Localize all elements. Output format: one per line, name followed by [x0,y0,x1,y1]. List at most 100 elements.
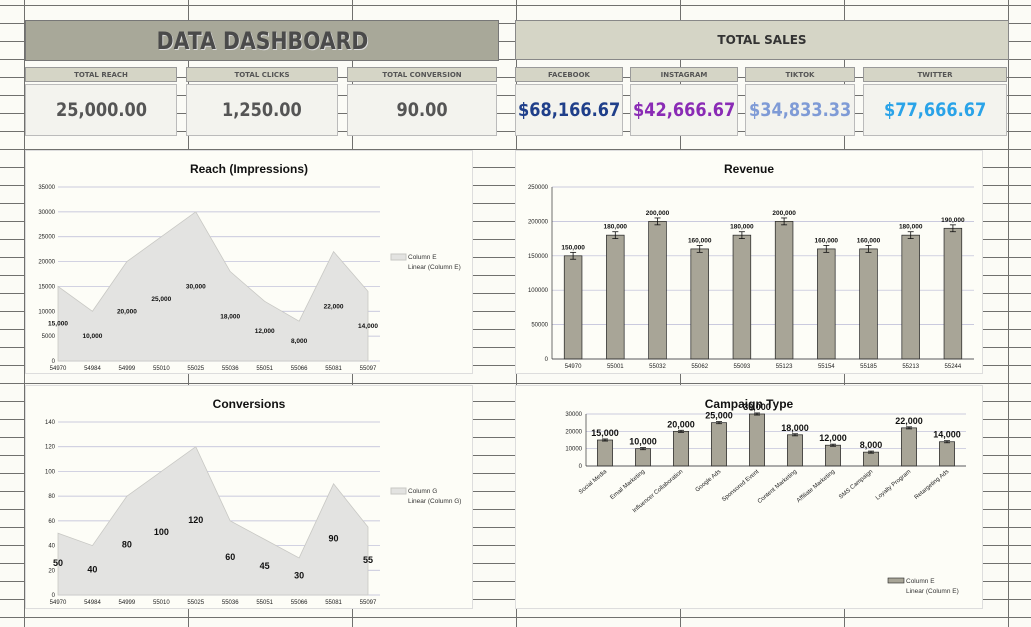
conversions-data-label: 90 [329,533,339,543]
conversions-x-tick: 55051 [256,600,273,606]
sales-value-instagram-text: $42,666.67 [632,99,736,121]
conversions-x-tick: 54999 [119,600,136,606]
kpi-value-reach: 25,000.00 [25,84,177,136]
reach-data-label: 15,000 [48,321,68,328]
revenue-data-label: 150,000 [561,244,585,251]
reach-y-tick: 10000 [38,309,55,315]
dashboard-title: DATA DASHBOARD [25,20,499,61]
reach-x-tick: 54999 [119,366,136,372]
kpi-value-clicks: 1,250.00 [186,84,338,136]
campaign-data-label: 20,000 [667,419,695,429]
reach-legend-item: Column E [408,254,437,261]
reach-data-label: 12,000 [255,328,275,335]
revenue-data-label: 190,000 [941,217,965,224]
revenue-bar [901,234,920,360]
reach-x-tick: 54970 [50,366,67,372]
conversions-y-tick: 120 [45,445,56,451]
reach-x-tick: 55036 [222,366,239,372]
kpi-value-conversion: 90.00 [347,84,497,136]
reach-legend-item: Linear (Column E) [408,264,461,271]
revenue-x-tick: 55093 [734,364,751,370]
campaign-x-tick: Social Media [578,469,609,496]
dashboard-title-text: DATA DASHBOARD [156,26,368,55]
sales-value-twitter-text: $77,666.67 [883,99,987,121]
kpi-value-clicks-text: 1,250.00 [222,99,302,121]
revenue-bar [817,248,836,360]
revenue-bar [563,255,583,360]
campaign-y-tick: 0 [579,464,583,470]
conversions-y-tick: 60 [48,519,55,525]
campaign-bar [673,430,689,467]
conversions-x-tick: 55010 [153,600,170,606]
conversions-y-tick: 80 [48,494,55,500]
revenue-data-label: 180,000 [604,224,628,231]
campaign-x-tick: Google Ads [695,469,723,494]
sales-value-instagram: $42,666.67 [630,84,738,136]
conversions-x-tick: 55066 [291,600,308,606]
reach-x-tick: 55010 [153,366,170,372]
conversions-area-series [57,446,369,596]
campaign-bar [597,439,613,467]
reach-x-tick: 55051 [256,366,273,372]
revenue-y-tick: 100000 [528,288,549,294]
reach-y-tick: 30000 [38,210,55,216]
conversions-data-label: 30 [294,570,304,580]
revenue-data-label: 200,000 [772,210,796,217]
conversions-y-tick: 40 [48,544,55,550]
campaign-y-tick: 30000 [565,412,582,418]
revenue-bar [690,248,709,360]
conversions-data-label: 55 [363,555,373,565]
conversions-y-tick: 100 [45,469,56,475]
revenue-x-tick: 55154 [818,364,835,370]
revenue-chart: Revenue 0 50000 100000 150000 200000 250000 150… [528,162,974,370]
revenue-data-label: 160,000 [857,237,881,244]
kpi-label-clicks: TOTAL CLICKS [186,67,338,82]
reach-y-tick: 20000 [38,260,55,266]
conversions-data-label: 60 [225,552,235,562]
conversions-legend-item: Column G [408,488,437,495]
revenue-x-tick: 55032 [649,364,666,370]
reach-y-tick: 35000 [38,185,55,191]
conversions-title: Conversions [213,397,286,411]
conversions-y-tick: 20 [48,568,55,574]
campaign-x-tick: SMS Campaign [838,469,874,501]
conversions-data-label: 80 [122,540,132,550]
campaign-bar [711,422,727,467]
campaign-y-tick: 10000 [565,447,582,453]
conversions-x-tick: 55025 [187,600,204,606]
campaign-data-label: 18,000 [781,423,809,433]
reach-data-label: 25,000 [151,296,171,303]
revenue-x-tick: 55062 [691,364,708,370]
revenue-data-label: 200,000 [646,210,670,217]
revenue-x-tick: 55001 [607,364,624,370]
total-sales-title: TOTAL SALES [515,20,1009,60]
conversions-y-tick: 140 [45,420,56,426]
campaign-bar [863,451,879,467]
campaign-bar [825,444,841,467]
kpi-label-conversion: TOTAL CONVERSION [347,67,497,82]
reach-legend-swatch [390,253,407,261]
revenue-title: Revenue [724,162,774,176]
sales-label-tiktok: TIKTOK [745,67,855,82]
kpi-value-conversion-text: 90.00 [396,99,448,121]
sales-value-tiktok: $34,833.33 [745,84,855,136]
revenue-bar [732,234,752,360]
revenue-bar [648,221,667,360]
revenue-y-tick: 50000 [531,323,548,329]
reach-x-tick: 55025 [187,366,204,372]
conversions-legend-swatch [390,487,407,495]
campaign-bar [901,427,917,467]
campaign-data-label: 22,000 [895,416,923,426]
campaign-bar [635,448,651,467]
sales-value-facebook-text: $68,166.67 [517,99,621,121]
conversions-y-tick: 0 [52,593,56,599]
campaign-y-tick: 20000 [565,429,582,435]
reach-data-label: 18,000 [220,313,240,320]
campaign-x-tick: Email Marketing [609,469,646,501]
reach-data-label: 14,000 [358,323,378,330]
revenue-data-label: 160,000 [815,237,839,244]
conversions-x-tick: 54970 [50,600,67,606]
campaign-type-chart-panel: Campaign Type 0 10000 20000 30000 15,000 Socia… [515,385,983,609]
revenue-data-label: 160,000 [688,237,712,244]
revenue-y-tick: 0 [545,357,549,363]
